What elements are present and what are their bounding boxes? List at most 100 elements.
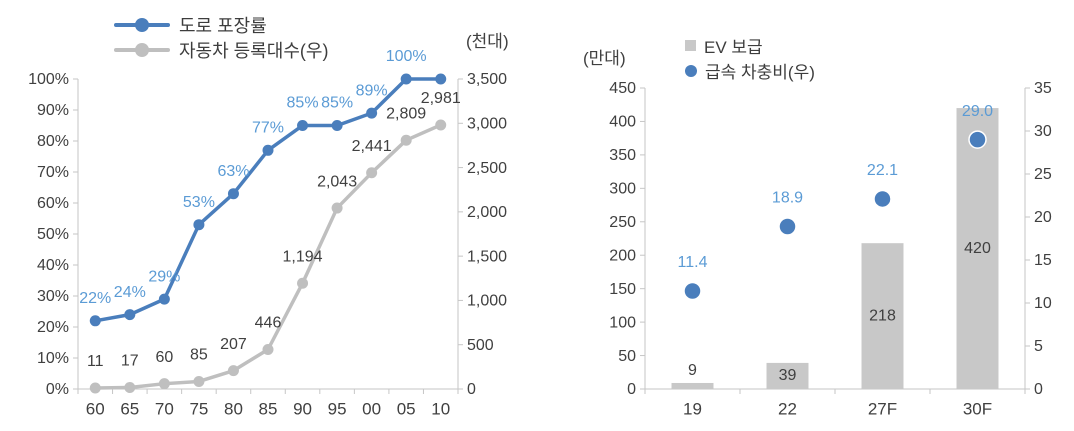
category-label: 30F xyxy=(963,399,992,418)
data-point xyxy=(227,188,239,200)
right-axis-tick-label: 15 xyxy=(1034,252,1052,269)
left-axis-tick-label: 300 xyxy=(609,181,636,198)
data-label: 100% xyxy=(386,48,427,65)
category-label: 19 xyxy=(683,399,702,418)
legend-label: 도로 포장률 xyxy=(179,16,267,36)
data-label: 2,043 xyxy=(317,173,357,190)
left-axis-tick-label: 50% xyxy=(37,226,69,243)
right-axis-tick-label: 3,000 xyxy=(467,116,507,133)
legend-left-chart: 도로 포장률 자동차 등록대수(우) xyxy=(114,13,328,62)
data-point xyxy=(89,315,101,327)
left-axis-tick-label: 350 xyxy=(609,147,636,164)
left-axis-tick-label: 150 xyxy=(609,281,636,298)
right-axis-tick-label: 500 xyxy=(467,337,494,354)
data-label: 11.4 xyxy=(678,254,708,271)
legend-item-road-paving: 도로 포장률 xyxy=(114,13,328,37)
left-axis-tick-label: 200 xyxy=(609,247,636,264)
data-point xyxy=(262,144,274,156)
data-point xyxy=(297,277,309,289)
left-axis-tick-label: 70% xyxy=(37,164,69,181)
left-axis-tick-label: 100% xyxy=(28,71,69,88)
category-label: 75 xyxy=(189,399,208,418)
left-axis-tick-label: 10% xyxy=(37,350,69,367)
data-label: 53% xyxy=(183,194,215,211)
right-axis-tick-label: 2,500 xyxy=(467,160,507,177)
category-label: 95 xyxy=(328,399,347,418)
category-label: 27F xyxy=(868,399,897,418)
chart-ev-supply: (만대) EV 보급 급속 차충비(우) 0 50 100 150 200 250 300 3… xyxy=(537,0,1074,431)
data-point xyxy=(400,73,412,85)
category-label: 85 xyxy=(259,399,278,418)
data-point xyxy=(366,167,378,179)
data-label: 420 xyxy=(964,240,991,257)
data-label: 85% xyxy=(321,95,353,112)
scatter-point xyxy=(778,217,797,236)
line-dot-marker-icon xyxy=(114,18,170,32)
category-label: 10 xyxy=(431,399,450,418)
data-label: 1,194 xyxy=(283,248,323,265)
bar xyxy=(861,243,904,389)
bar xyxy=(766,362,809,389)
data-point xyxy=(331,202,343,214)
legend-item-ev-supply: EV 보급 xyxy=(685,34,815,57)
left-axis-tick-label: 50 xyxy=(618,348,636,365)
data-label: 17 xyxy=(121,353,139,370)
data-label: 85 xyxy=(190,347,208,364)
data-label: 2,441 xyxy=(352,138,392,155)
scatter-point xyxy=(683,281,702,301)
right-axis-tick-label: 5 xyxy=(1034,338,1043,355)
category-label: 70 xyxy=(155,399,174,418)
left-axis-tick-label: 80% xyxy=(37,133,69,150)
data-label: 29% xyxy=(148,268,180,285)
right-axis-tick-label: 30 xyxy=(1034,123,1052,140)
left-axis-tick-label: 0 xyxy=(627,381,636,398)
data-label: 89% xyxy=(356,82,388,99)
bar xyxy=(671,382,714,389)
right-axis-tick-label: 2,000 xyxy=(467,204,507,221)
data-point xyxy=(262,343,274,355)
legend-item-car-registrations: 자동차 등록대수(우) xyxy=(114,38,328,62)
left-axis-tick-label: 40% xyxy=(37,257,69,274)
right-axis-tick-label: 1,500 xyxy=(467,248,507,265)
data-point xyxy=(331,120,343,131)
left-axis-tick-label: 400 xyxy=(609,114,636,131)
category-label: 60 xyxy=(86,399,105,418)
data-label: 9 xyxy=(688,362,697,379)
line-dot-marker-icon xyxy=(114,43,170,57)
right-axis-tick-label: 1,000 xyxy=(467,293,507,310)
bar-chart-canvas: 0 50 100 150 200 250 300 350 400 450 0 5 10 15 20 25 30 3… xyxy=(609,80,1052,418)
right-axis-tick-label: 0 xyxy=(1034,381,1043,398)
data-label: 2,809 xyxy=(386,105,426,122)
category-label: 80 xyxy=(224,399,243,418)
data-label: 22.1 xyxy=(867,162,898,179)
data-point xyxy=(227,365,239,377)
legend-item-fast-charging-ratio: 급속 차충비(우) xyxy=(685,59,815,82)
data-label: 11 xyxy=(87,353,104,370)
scatter-point xyxy=(968,130,987,149)
data-label: 18.9 xyxy=(772,190,803,207)
data-point xyxy=(366,107,378,119)
left-axis-tick-label: 30% xyxy=(37,288,69,305)
data-point xyxy=(158,378,170,390)
data-point xyxy=(435,119,447,131)
data-label: 29.0 xyxy=(962,103,993,120)
data-label: 60 xyxy=(155,349,173,366)
right-axis-tick-label: 35 xyxy=(1034,80,1052,97)
left-axis-unit-label: (만대) xyxy=(583,49,626,68)
legend-label: 급속 차충비(우) xyxy=(705,63,815,82)
legend-label: EV 보급 xyxy=(704,38,763,57)
data-point xyxy=(435,73,447,85)
data-label: 207 xyxy=(220,336,247,353)
left-axis-tick-label: 20% xyxy=(37,319,69,336)
data-label: 63% xyxy=(217,163,249,180)
right-axis-tick-label: 3,500 xyxy=(467,71,507,88)
data-point xyxy=(124,309,136,321)
data-label: 446 xyxy=(255,315,282,332)
right-axis-tick-label: 0 xyxy=(467,381,476,398)
left-axis-tick-label: 0% xyxy=(46,381,69,398)
data-point xyxy=(193,375,205,387)
category-label: 22 xyxy=(778,399,797,418)
left-axis-tick-label: 250 xyxy=(609,214,636,231)
category-label: 65 xyxy=(120,399,139,418)
